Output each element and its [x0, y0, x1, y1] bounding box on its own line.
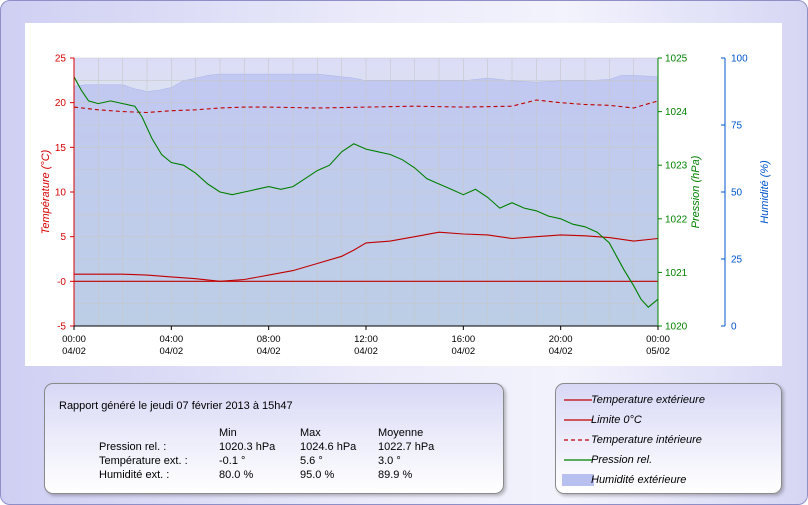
report-row-avg: 89.9 % [378, 469, 413, 481]
x-tick-time-label: 12:00 [354, 334, 378, 345]
report-row-min: 1020.3 hPa [219, 441, 276, 453]
temperature-tick-label: 10 [55, 188, 67, 199]
x-tick-time-label: 00:00 [62, 334, 86, 345]
legend: Temperature extérieure Limite 0°C Temper… [555, 383, 782, 494]
pressure-tick-label: 1021 [665, 268, 688, 279]
report-row-avg: 1022.7 hPa [378, 441, 435, 453]
temperature-axis-label: Température (°C) [40, 149, 52, 234]
x-tick-date-label: 04/02 [451, 346, 475, 357]
series-line-2 [73, 99, 659, 114]
pressure-tick-label: 1022 [665, 214, 688, 225]
legend-label: Pression rel. [591, 454, 653, 466]
series-line-0 [74, 231, 659, 282]
report-row-max: 5.6 ° [300, 455, 323, 467]
humidity-tick-label: 25 [731, 255, 743, 266]
legend-label: Temperature intérieure [591, 434, 702, 446]
report-header: Rapport généré le jeudi 07 février 2013 … [59, 400, 293, 412]
x-tick-date-label: 04/02 [159, 346, 183, 357]
report-row-label: Humidité ext. : [99, 469, 170, 481]
x-tick-time-label: 20:00 [549, 334, 573, 345]
series-line-3 [73, 76, 659, 308]
report-row-label: Température ext. : [99, 455, 188, 467]
x-tick-date-label: 04/02 [354, 346, 378, 357]
x-tick-time-label: 08:00 [257, 334, 281, 345]
x-tick-date-label: 04/02 [257, 346, 281, 357]
report-row-label: Pression rel. : [99, 441, 167, 453]
x-tick-date-label: 04/02 [62, 346, 86, 357]
temperature-tick-label: 25 [55, 54, 67, 65]
legend-label: Temperature extérieure [591, 394, 705, 406]
pressure-tick-label: 1024 [665, 107, 688, 118]
report-row-min: -0.1 ° [219, 455, 246, 467]
report-row-min: 80.0 % [219, 469, 254, 481]
humidity-tick-label: 100 [731, 54, 748, 65]
chart-panel: 25 20 15 10 5 -0 -5 1025 1024 1023 1022 1021 1020 100… [25, 23, 782, 366]
temperature-tick-label: 20 [55, 98, 67, 109]
x-tick-date-label: 05/02 [646, 346, 670, 357]
temperature-tick-label: -5 [57, 322, 66, 333]
series-lines [73, 76, 659, 308]
temperature-tick-label: 15 [55, 143, 67, 154]
legend-swatch-humidity [562, 474, 594, 486]
pressure-axis-label: Pression (hPa) [690, 155, 702, 228]
pressure-tick-label: 1020 [665, 322, 688, 333]
humidity-tick-label: 50 [731, 188, 743, 199]
report-col-min: Min [219, 427, 237, 439]
weather-chart: 25 20 15 10 5 -0 -5 1025 1024 1023 1022 1021 1020 100… [40, 54, 771, 358]
axes: 25 20 15 10 5 -0 -5 1025 1024 1023 1022 1021 1020 100… [40, 54, 771, 358]
legend-label: Limite 0°C [591, 414, 642, 426]
report-row-max: 1024.6 hPa [300, 441, 357, 453]
humidity-axis-label: Humidité (%) [759, 160, 771, 224]
x-tick-date-label: 04/02 [549, 346, 573, 357]
temperature-tick-label: -0 [57, 277, 66, 288]
humidity-tick-label: 75 [731, 121, 743, 132]
x-tick-time-label: 00:00 [646, 334, 670, 345]
legend-label: Humidité extérieure [591, 474, 687, 486]
report-col-max: Max [300, 427, 321, 439]
temperature-tick-label: 5 [60, 232, 66, 243]
report-box: Rapport généré le jeudi 07 février 2013 … [44, 383, 504, 494]
report-row-max: 95.0 % [300, 469, 335, 481]
pressure-tick-label: 1023 [665, 161, 688, 172]
pressure-tick-label: 1025 [665, 54, 688, 65]
x-tick-time-label: 04:00 [159, 334, 183, 345]
humidity-tick-label: 0 [731, 322, 737, 333]
report-col-avg: Moyenne [378, 427, 424, 439]
legend-swatches [562, 399, 594, 486]
report-row-avg: 3.0 ° [378, 455, 401, 467]
x-tick-time-label: 16:00 [451, 334, 475, 345]
